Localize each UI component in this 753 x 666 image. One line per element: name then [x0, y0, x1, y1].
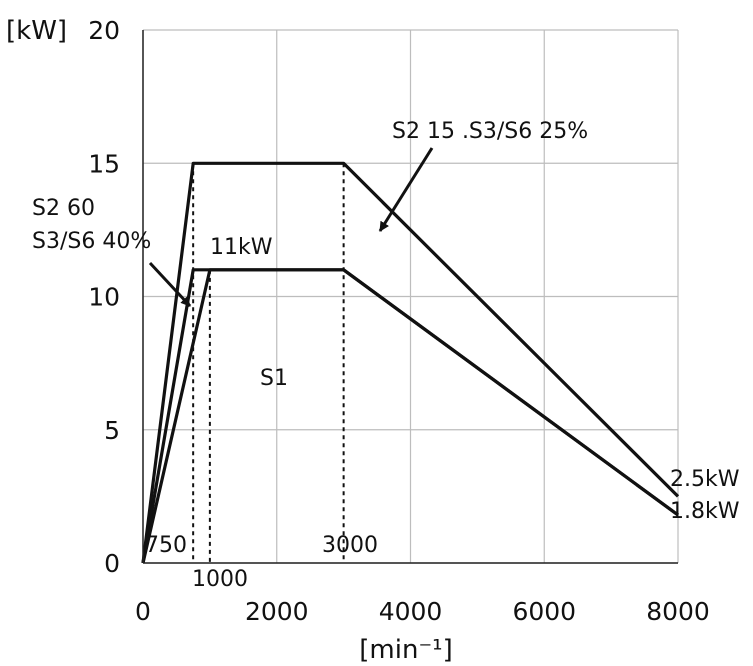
x-tick-label-4: 8000: [646, 597, 710, 626]
y-tick-label-1: 5: [104, 416, 120, 445]
y-tick-label-4: 20: [88, 16, 120, 45]
annotation-arrow-s2-15: [378, 147, 434, 232]
y-tick-label-2: 10: [88, 283, 120, 312]
annotation-rated-11kw: 11kW: [210, 235, 273, 260]
x-tick-label-2: 4000: [379, 597, 443, 626]
annotation-s1: S1: [260, 366, 288, 391]
x-axis-label: [min⁻¹]: [359, 635, 452, 665]
reference-label-750: 750: [145, 533, 187, 558]
series-group: [141, 161, 680, 564]
y-tick-label-0: 0: [104, 549, 120, 578]
grid: [142, 29, 679, 564]
annotation-s2-15: S2 15 .S3/S6 25%: [392, 119, 588, 144]
series-line-0: [141, 161, 680, 564]
annotation-s2-60-line2: S3/S6 40%: [32, 229, 151, 254]
axes: [142, 30, 678, 564]
reference-label-3000: 3000: [322, 533, 378, 558]
annotation-s2-60-line1: S2 60: [32, 196, 95, 221]
reference-lines: [192, 163, 345, 563]
x-tick-label-3: 6000: [512, 597, 576, 626]
y-axis-label: [kW]: [6, 16, 67, 46]
tick-labels: 0 2000 4000 6000 8000 0 5 10 15 20: [88, 16, 710, 626]
x-tick-label-0: 0: [135, 597, 151, 626]
x-tick-label-1: 2000: [245, 597, 309, 626]
annotation-end-1-8: 1.8kW: [670, 499, 740, 524]
reference-label-1000: 1000: [192, 567, 248, 592]
annotation-end-2-5: 2.5kW: [670, 467, 740, 492]
annotation-arrow-s2-60: [148, 261, 192, 308]
y-tick-label-3: 15: [88, 149, 120, 178]
series-line-2: [141, 268, 679, 564]
